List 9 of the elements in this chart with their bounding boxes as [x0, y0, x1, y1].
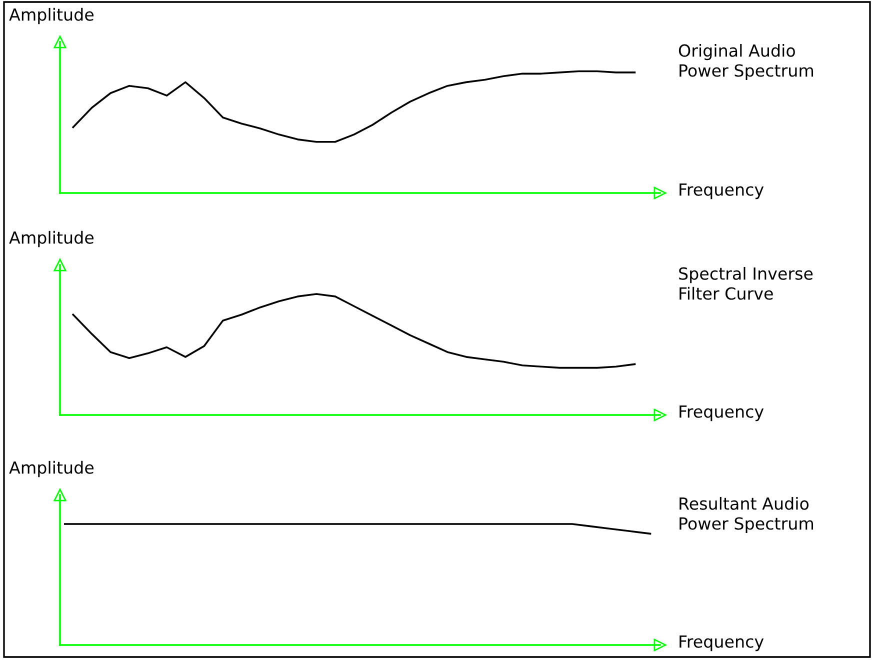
- x-axis-title: Frequency: [680, 635, 764, 652]
- y-axis-title: Amplitude: [9, 8, 94, 24]
- x-axis-title: Frequency: [680, 405, 764, 422]
- text: Resultant Audio Power Spectrum: [680, 496, 814, 534]
- x-axis-title: Frequency: [680, 183, 764, 200]
- text: Original Audio Power Spectrum: [678, 44, 814, 80]
- text: Spectral Inverse Filter Curve: [679, 266, 813, 300]
- y-axis-title: Amplitude: [9, 460, 94, 478]
- y-axis-title: Amplitude: [9, 230, 94, 248]
